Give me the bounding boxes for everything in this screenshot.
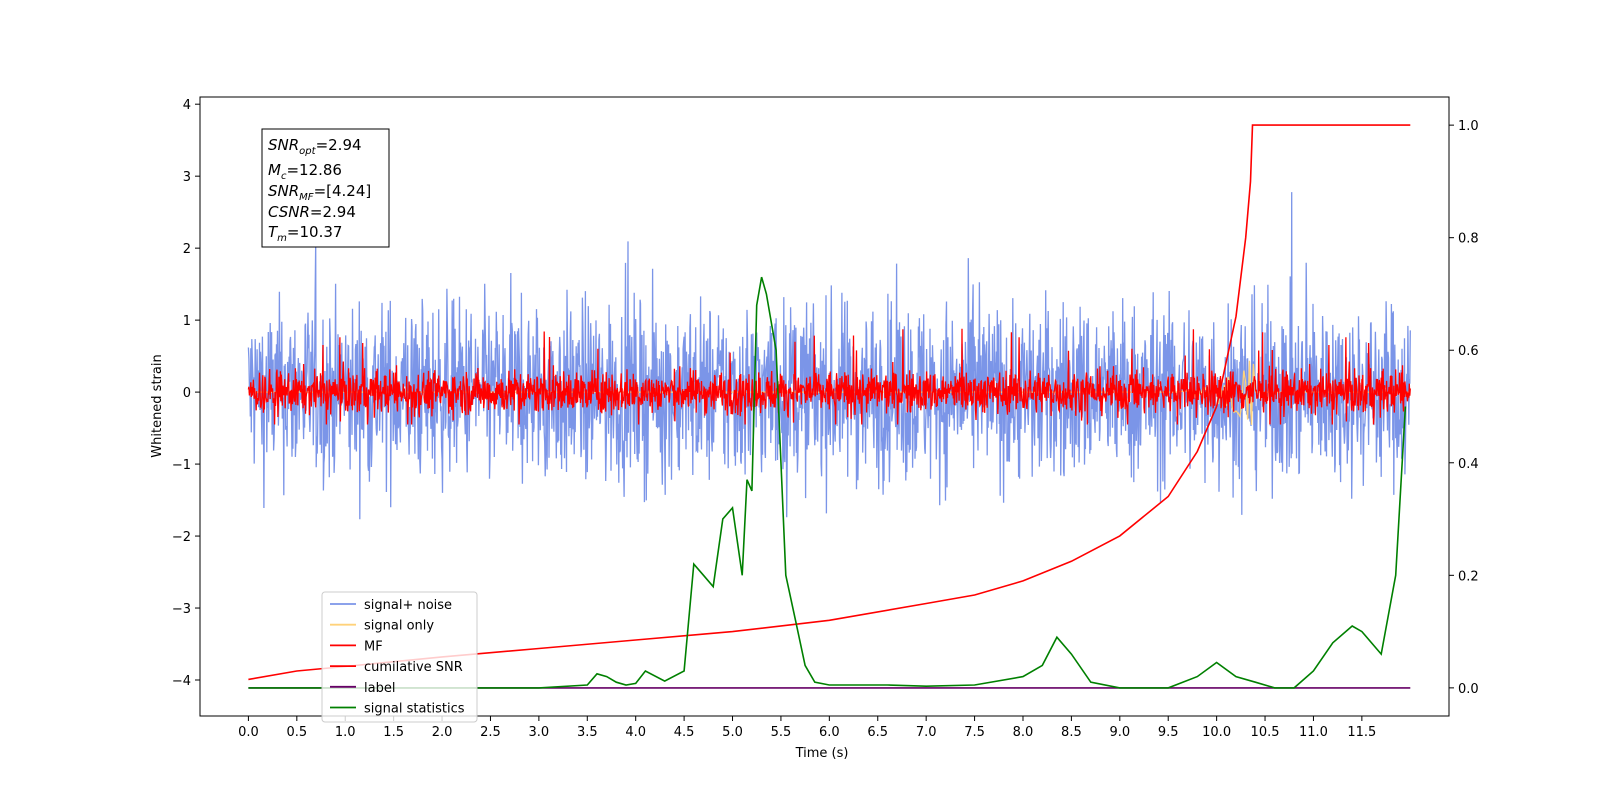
legend-label: signal statistics [364,702,465,717]
y-left-tick-label: 3 [183,170,191,185]
x-tick-label: 2.0 [432,725,453,740]
y-right-tick-label: 1.0 [1458,119,1479,134]
legend-label: signal+ noise [364,598,452,613]
y-left-tick-label: −4 [172,674,191,689]
legend: signal+ noise signal only MF cumilative SNR… [321,591,478,723]
y-right-tick-label: 0.8 [1458,232,1479,247]
legend-label: cumilative SNR [364,660,463,675]
x-tick-label: 3.0 [529,725,550,740]
x-tick-label: 6.0 [819,725,840,740]
x-tick-label: 9.0 [1109,725,1130,740]
x-tick-label: 10.5 [1251,725,1280,740]
y-left-tick-label: 4 [183,98,191,113]
x-axis-ticks: 0.0 0.5 1.0 1.5 2.0 2.5 3.0 3.5 4.0 4.5 5.0 5.5 6.0 6… [238,716,1376,740]
x-tick-label: 4.5 [674,725,695,740]
annotation-snr-mf: SNRMF=[4.24] [268,182,371,203]
x-tick-label: 8.0 [1013,725,1034,740]
x-tick-label: 5.5 [771,725,792,740]
y-right-tick-label: 0.2 [1458,569,1479,584]
x-axis-label: Time (s) [795,746,849,761]
y-right-tick-label: 0.4 [1458,457,1479,472]
x-tick-label: 11.5 [1347,725,1376,740]
y-left-tick-label: −3 [172,602,191,617]
x-tick-label: 2.5 [480,725,501,740]
x-tick-label: 10.0 [1202,725,1231,740]
x-tick-label: 1.0 [335,725,356,740]
annotation-snr-opt: SNRopt=2.94 [268,136,362,157]
annotation-box: SNRopt=2.94 Mc=12.86 SNRMF=[4.24] CSNR=2… [261,128,390,248]
y-right-tick-label: 0.0 [1458,682,1479,697]
x-tick-label: 3.5 [577,725,598,740]
series-signal-noise-line [247,192,1411,520]
y-axis-label: Whitened strain [150,354,165,457]
x-tick-label: 8.5 [1061,725,1082,740]
legend-label: label [364,681,395,696]
y-left-tick-label: 2 [183,242,191,257]
annotation-csnr: CSNR=2.94 [268,203,356,221]
y-axis-left-ticks: 4 3 2 1 0 −1 −2 −3 −4 [172,98,200,689]
x-tick-label: 11.0 [1299,725,1328,740]
y-left-tick-label: 0 [183,386,191,401]
legend-frame [321,591,478,723]
x-tick-label: 6.5 [867,725,888,740]
x-tick-label: 1.5 [383,725,404,740]
y-left-tick-label: −2 [172,530,191,545]
axes-frame [199,96,1450,717]
x-tick-label: 4.0 [625,725,646,740]
legend-label: signal only [364,619,434,634]
annotation-mc: Mc=12.86 [268,161,342,182]
series-mf-line [247,328,1411,425]
x-tick-label: 0.5 [286,725,307,740]
y-axis-right-ticks: 1.0 0.8 0.6 0.4 0.2 0.0 [1449,119,1479,697]
y-left-tick-label: 1 [183,314,191,329]
series-signal-statistics-line [248,276,1407,689]
x-tick-label: 7.0 [916,725,937,740]
legend-label: MF [364,639,383,654]
x-tick-label: 0.0 [238,725,259,740]
x-tick-label: 7.5 [964,725,985,740]
y-right-tick-label: 0.6 [1458,344,1479,359]
x-tick-label: 9.5 [1158,725,1179,740]
annotation-tm: Tm=10.37 [268,223,342,244]
y-left-tick-label: −1 [172,458,191,473]
x-tick-label: 5.0 [722,725,743,740]
